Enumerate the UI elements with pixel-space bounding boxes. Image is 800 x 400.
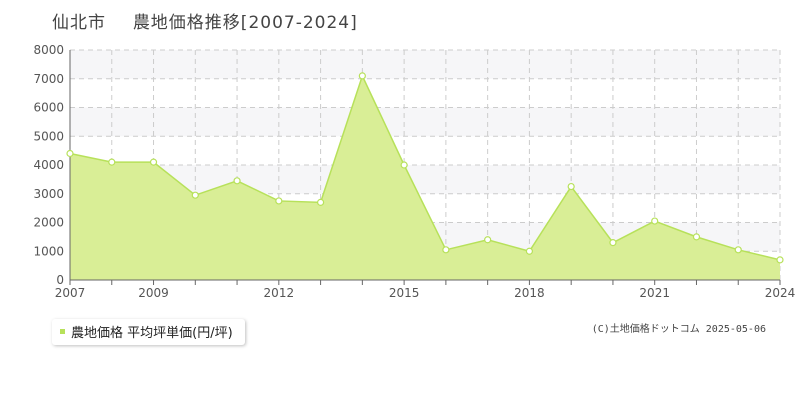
series-line bbox=[69, 73, 781, 261]
x-tick-label: 2021 bbox=[639, 286, 670, 300]
data-point bbox=[358, 72, 366, 80]
y-tick-label: 3000 bbox=[33, 187, 64, 201]
data-point bbox=[400, 161, 408, 169]
data-point bbox=[191, 191, 199, 199]
x-axis-tick-labels: 2007 2009 2012 2015 2018 2021 2024 bbox=[55, 286, 796, 300]
y-tick-label: 5000 bbox=[33, 129, 64, 143]
chart-title-city: 仙北市 bbox=[52, 13, 106, 33]
data-point bbox=[233, 177, 241, 185]
data-point bbox=[692, 233, 701, 241]
background-band bbox=[70, 107, 780, 137]
background-band bbox=[70, 50, 780, 79]
y-tick-label: 4000 bbox=[33, 158, 64, 172]
data-point bbox=[484, 236, 492, 244]
copyright-text: (C)土地価格ドットコム 2025-05-06 bbox=[591, 324, 766, 335]
data-point bbox=[149, 158, 158, 166]
data-point bbox=[442, 246, 450, 254]
data-point bbox=[567, 182, 575, 191]
y-tick-label: 2000 bbox=[33, 216, 64, 230]
axes bbox=[69, 50, 781, 285]
data-point bbox=[66, 149, 74, 158]
area-series bbox=[69, 73, 781, 280]
chart-title: 仙北市 農地価格推移[2007-2024] bbox=[52, 8, 358, 33]
y-tick-label: 8000 bbox=[33, 43, 64, 57]
data-point bbox=[609, 239, 617, 247]
x-tick-label: 2009 bbox=[138, 286, 169, 300]
data-point bbox=[108, 158, 116, 166]
data-points bbox=[66, 72, 784, 264]
data-point bbox=[525, 247, 534, 255]
x-tick-label: 2015 bbox=[389, 286, 420, 300]
legend-swatch bbox=[60, 329, 65, 334]
y-tick-label: 1000 bbox=[33, 244, 64, 258]
y-tick-label: 7000 bbox=[33, 72, 64, 86]
x-tick-label: 2018 bbox=[514, 286, 545, 300]
y-tick-label: 0 bbox=[56, 273, 64, 287]
data-point bbox=[275, 197, 283, 205]
data-point bbox=[316, 198, 325, 206]
data-point bbox=[776, 256, 784, 264]
y-axis-tick-labels: 0 1000 2000 3000 4000 5000 6000 7000 8000 bbox=[33, 43, 64, 287]
y-tick-label: 6000 bbox=[33, 101, 64, 115]
data-point bbox=[651, 217, 659, 225]
x-tick-label: 2012 bbox=[264, 286, 295, 300]
chart-title-text: 農地価格推移[2007-2024] bbox=[132, 13, 358, 33]
legend-label: 農地価格 平均坪単価(円/坪) bbox=[71, 326, 233, 341]
x-tick-label: 2024 bbox=[765, 286, 796, 300]
x-tick-label: 2007 bbox=[55, 286, 86, 300]
legend: 農地価格 平均坪単価(円/坪) bbox=[52, 319, 245, 345]
data-point bbox=[734, 246, 742, 254]
